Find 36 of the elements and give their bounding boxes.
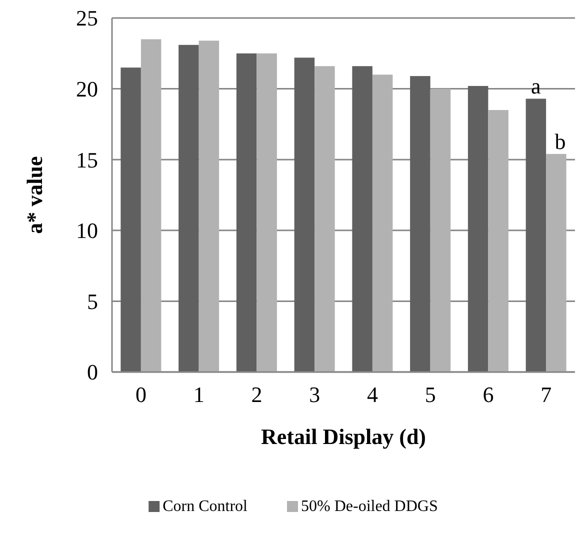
bar <box>526 98 546 372</box>
x-tick-label: 6 <box>482 382 494 407</box>
bar <box>488 110 508 372</box>
y-tick-label: 10 <box>76 218 98 244</box>
annotation: b <box>554 128 566 154</box>
y-tick-label: 5 <box>87 288 98 314</box>
bar <box>256 53 277 372</box>
y-tick-label: 20 <box>76 76 98 102</box>
x-tick-label: 3 <box>309 382 320 407</box>
bar <box>314 66 335 372</box>
x-tick-label: 2 <box>251 382 262 407</box>
x-tick-label: 5 <box>424 382 436 407</box>
legend-label: 50% De-oiled DDGS <box>301 498 438 515</box>
y-tick-label: 25 <box>76 6 98 31</box>
y-tick-label: 15 <box>76 147 98 172</box>
x-tick-label: 0 <box>135 382 146 407</box>
bar <box>546 154 566 372</box>
x-tick-label: 4 <box>366 382 378 407</box>
bar <box>372 74 393 372</box>
bar <box>178 44 199 372</box>
bar <box>294 58 315 372</box>
bar <box>120 68 141 372</box>
bar <box>236 53 257 372</box>
x-axis-title: Retail Display (d) <box>261 424 426 449</box>
x-tick-label: 1 <box>193 382 204 407</box>
x-tick-label: 7 <box>540 382 552 407</box>
bar <box>352 66 372 372</box>
bar <box>198 40 220 372</box>
bar <box>140 39 162 372</box>
y-axis-title: a* value <box>22 156 47 234</box>
annotation: a <box>531 74 542 99</box>
bar <box>410 76 430 372</box>
bar <box>430 88 451 372</box>
legend-label: Corn Control <box>162 498 248 515</box>
bar <box>468 86 488 372</box>
y-tick-label: 0 <box>87 360 98 385</box>
